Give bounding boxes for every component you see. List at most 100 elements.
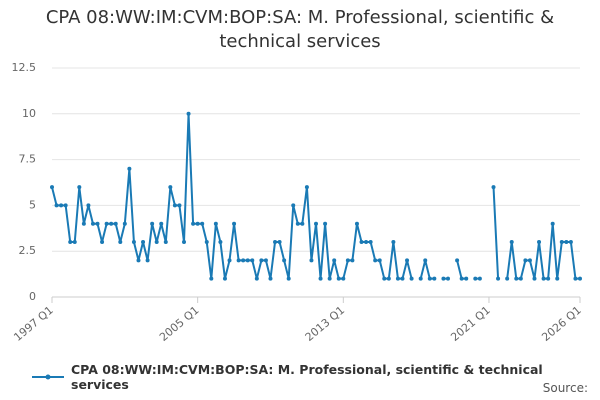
data-point <box>405 258 410 263</box>
data-point <box>159 221 164 226</box>
data-point <box>555 276 560 281</box>
series-line <box>51 113 580 280</box>
data-point <box>200 221 205 226</box>
data-point <box>386 276 391 281</box>
data-point <box>418 276 423 281</box>
data-point <box>168 185 173 190</box>
chart-title: CPA 08:WW:IM:CVM:BOP:SA: M. Professional… <box>45 7 555 52</box>
y-tick-label: 7.5 <box>19 153 37 166</box>
data-point <box>250 258 255 263</box>
data-point <box>150 221 155 226</box>
data-point <box>182 240 186 245</box>
data-point <box>573 276 578 281</box>
data-point <box>309 258 314 263</box>
data-point <box>263 258 268 263</box>
data-point <box>63 203 68 208</box>
data-point <box>291 203 296 208</box>
data-point <box>254 276 259 281</box>
data-point <box>295 221 300 226</box>
data-point <box>273 240 278 245</box>
data-point <box>318 276 323 281</box>
data-point <box>382 276 387 281</box>
data-point <box>550 221 555 226</box>
data-point <box>373 258 378 263</box>
data-point <box>131 240 136 245</box>
data-point <box>304 185 309 190</box>
data-point <box>423 258 428 263</box>
data-point <box>578 276 582 281</box>
data-point <box>118 240 123 245</box>
x-tick-label: 2013 Q1 <box>303 304 347 344</box>
data-point <box>314 221 318 226</box>
data-point <box>477 276 482 281</box>
data-point <box>459 276 464 281</box>
data-point <box>432 276 437 281</box>
data-point <box>364 240 369 245</box>
data-point <box>546 276 551 281</box>
data-point <box>532 276 537 281</box>
data-point <box>77 185 82 190</box>
data-point <box>90 221 95 226</box>
data-point <box>54 203 59 208</box>
data-point <box>113 221 118 226</box>
data-point <box>109 221 114 226</box>
data-point <box>491 185 496 190</box>
data-point <box>163 240 168 245</box>
data-point <box>336 276 341 281</box>
data-point <box>332 258 337 263</box>
data-point <box>213 221 218 226</box>
data-point <box>59 203 64 208</box>
data-point <box>559 240 564 245</box>
data-point <box>209 276 214 281</box>
data-point <box>341 276 346 281</box>
data-point <box>377 258 382 263</box>
legend-label: CPA 08:WW:IM:CVM:BOP:SA: M. Professional… <box>71 362 543 392</box>
data-point <box>523 258 528 263</box>
source: Source: <box>542 381 588 395</box>
data-point <box>241 258 246 263</box>
data-point <box>496 276 501 281</box>
data-point <box>446 276 450 281</box>
data-point <box>541 276 546 281</box>
data-point <box>141 240 146 245</box>
data-point <box>323 221 328 226</box>
data-point <box>514 276 519 281</box>
data-point <box>455 258 460 263</box>
data-point <box>286 276 291 281</box>
data-point <box>282 258 287 263</box>
data-point <box>145 258 150 263</box>
data-point <box>154 240 159 245</box>
data-point <box>409 276 414 281</box>
data-point <box>127 166 132 171</box>
data-point <box>537 240 542 245</box>
x-tick-label: 2026 Q1 <box>539 304 583 344</box>
data-point <box>464 276 469 281</box>
y-tick-label: 12.5 <box>12 61 37 74</box>
data-point <box>204 240 209 245</box>
data-point <box>177 203 182 208</box>
data-point <box>268 276 273 281</box>
data-point <box>172 203 177 208</box>
data-point <box>568 240 573 245</box>
data-point <box>104 221 109 226</box>
data-point <box>232 221 237 226</box>
data-point <box>195 221 200 226</box>
y-tick-label: 2.5 <box>19 244 37 257</box>
x-tick-label: 1997 Q1 <box>11 304 55 344</box>
data-point <box>122 221 127 226</box>
data-point <box>518 276 523 281</box>
data-point <box>81 221 86 226</box>
data-point <box>86 203 91 208</box>
data-point <box>395 276 400 281</box>
data-point <box>327 276 332 281</box>
data-point <box>300 221 305 226</box>
data-point <box>368 240 373 245</box>
data-point <box>564 240 569 245</box>
data-point <box>236 258 241 263</box>
data-point <box>136 258 141 263</box>
data-point <box>527 258 532 263</box>
data-point <box>400 276 405 281</box>
data-point <box>354 221 359 226</box>
legend-swatch <box>32 374 64 380</box>
data-point <box>245 258 250 263</box>
